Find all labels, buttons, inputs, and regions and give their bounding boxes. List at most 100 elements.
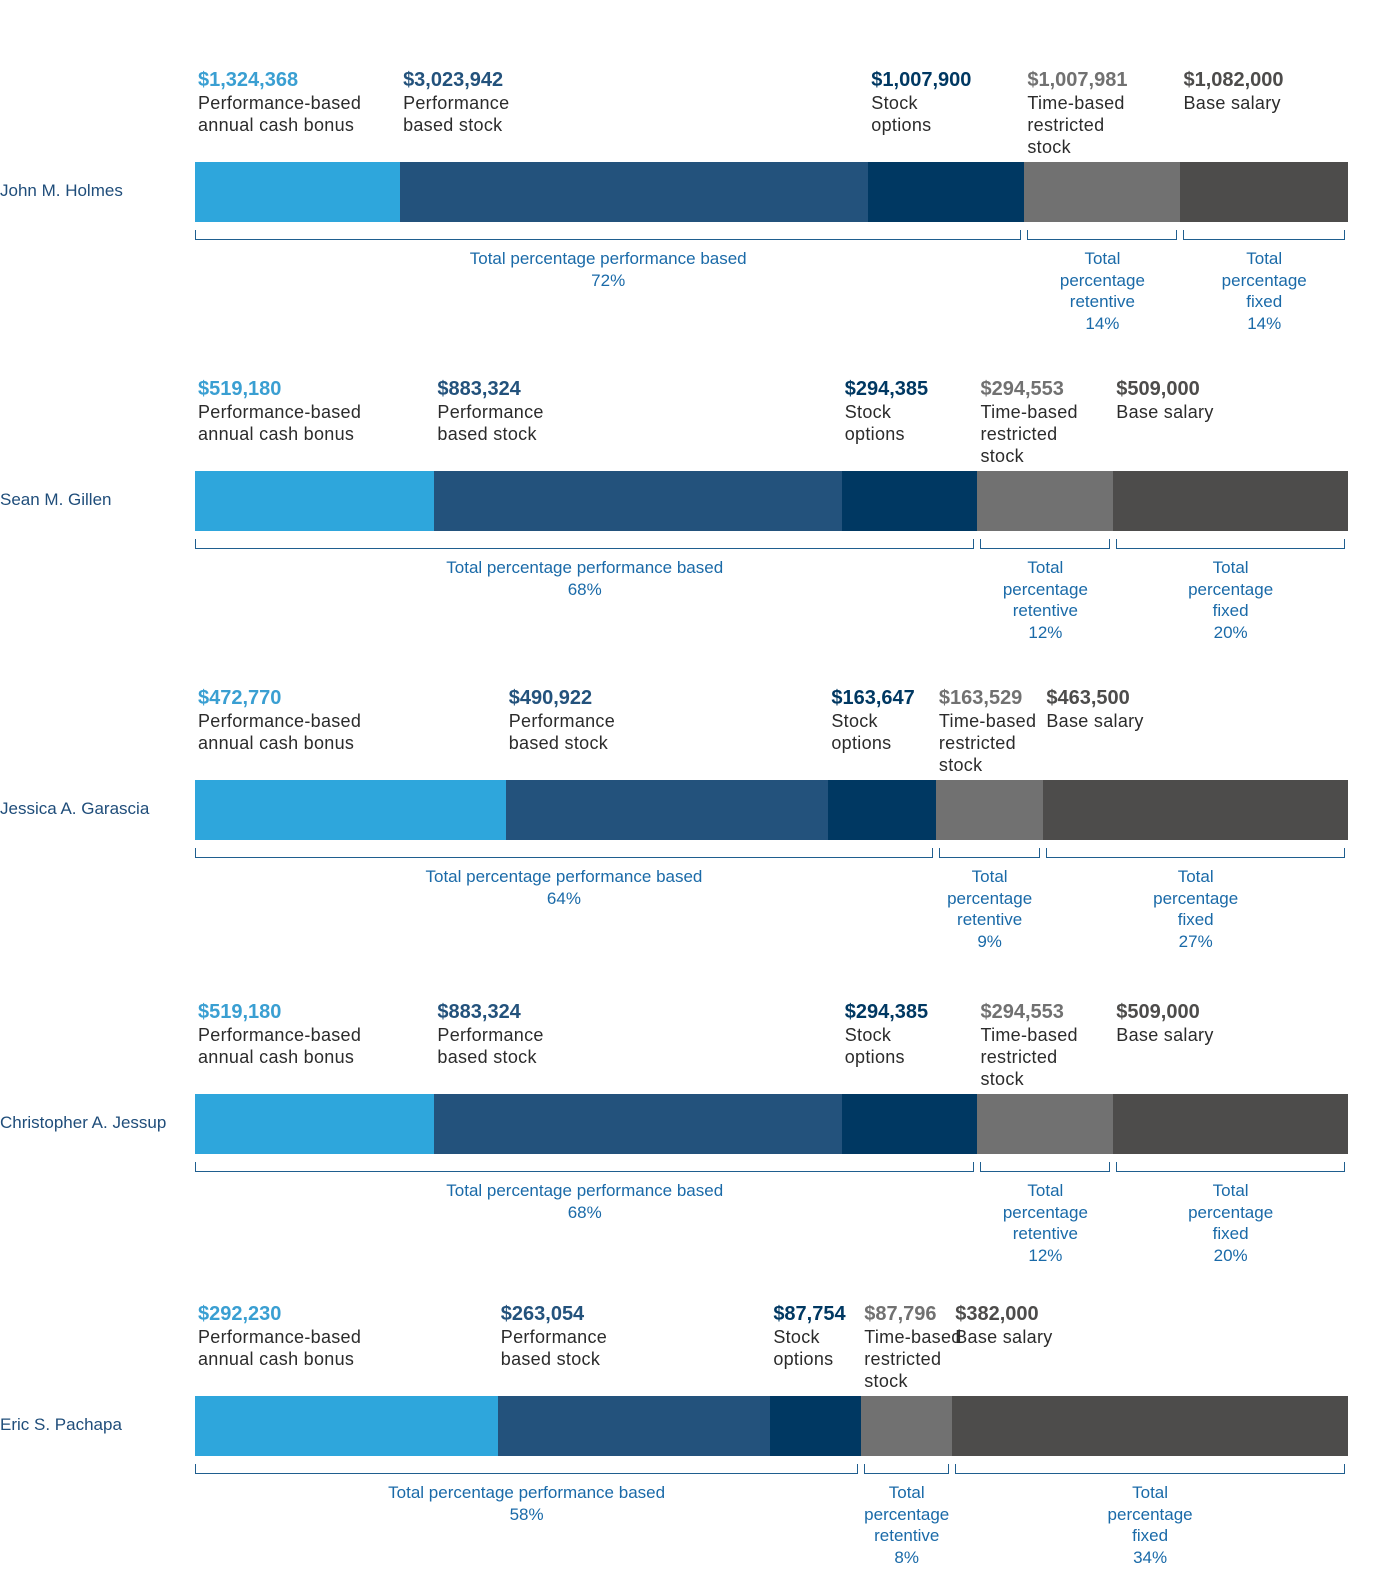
segment-caption: Performance-based annual cash bonus (198, 711, 362, 753)
bar-segment (861, 1396, 953, 1456)
executive-name: Eric S. Pachapa (0, 1415, 122, 1434)
segment-value: $163,529 (938, 687, 1023, 709)
segment-caption: Stock options (871, 93, 932, 135)
segment-value: $3,023,942 (403, 69, 504, 91)
group-label: Total percentage retentive 14% (1059, 249, 1145, 333)
segment-value: $490,922 (508, 687, 593, 709)
segment-value: $472,770 (198, 687, 282, 709)
group-label: Total percentage fixed 14% (1221, 249, 1307, 333)
segment-value: $463,500 (1046, 687, 1130, 709)
bar-segment (1113, 471, 1349, 531)
segment-value: $294,385 (844, 1001, 929, 1023)
group-bracket (195, 1162, 975, 1172)
group-bracket (195, 848, 933, 858)
group-label: Total percentage performance based 72% (469, 249, 747, 290)
segment-caption: Time-based restricted stock (1027, 93, 1125, 157)
bar-segment (868, 162, 1025, 222)
bar-segment (935, 780, 1044, 840)
segment-label: $509,000 Base salary (1116, 377, 1213, 423)
segment-caption: Base salary (955, 1327, 1053, 1347)
segment-value: $292,230 (198, 1303, 282, 1325)
segment-value: $87,754 (773, 1303, 846, 1325)
executive-name: Sean M. Gillen (0, 490, 112, 509)
bar-segment (497, 1396, 771, 1456)
bar-segment (841, 1094, 978, 1154)
group-label: Total percentage fixed 20% (1188, 558, 1274, 642)
segment-caption: Performance-based annual cash bonus (198, 402, 362, 444)
segment-caption: Time-based restricted stock (980, 1025, 1078, 1089)
segment-value: $1,007,981 (1027, 69, 1128, 91)
group-bracket (195, 539, 975, 549)
bar-segment (505, 780, 829, 840)
group-label: Total percentage retentive 9% (947, 867, 1033, 951)
segment-caption: Time-based restricted stock (938, 711, 1037, 775)
segment-caption: Performance-based annual cash bonus (198, 1327, 362, 1369)
group-label: Total percentage performance based 64% (425, 867, 703, 908)
segment-caption: Performance-based annual cash bonus (198, 1025, 362, 1067)
bar-segment (828, 780, 937, 840)
group-bracket (980, 1162, 1111, 1172)
segment-caption: Performance based stock (403, 93, 510, 135)
segment-value: $509,000 (1116, 1001, 1200, 1023)
group-label: Total percentage performance based 68% (446, 1181, 724, 1222)
group-label: Total percentage performance based 68% (446, 558, 724, 599)
segment-label: $519,180 Performance-based annual cash bo… (198, 377, 361, 445)
segment-label: $87,754 Stock options (773, 1302, 845, 1370)
segment-label: $519,180 Performance-based annual cash bo… (198, 1000, 361, 1068)
segment-label: $292,230 Performance-based annual cash bo… (198, 1302, 361, 1370)
group-label: Total percentage retentive 8% (864, 1483, 950, 1567)
segment-value: $1,007,900 (871, 69, 972, 91)
segment-value: $883,324 (437, 378, 521, 400)
segment-label: $1,082,000 Base salary (1183, 68, 1283, 114)
group-bracket (1116, 1162, 1345, 1172)
bar-segment (1113, 1094, 1349, 1154)
segment-label: $883,324 Performance based stock (437, 1000, 543, 1068)
group-label: Total percentage retentive 12% (1002, 1181, 1088, 1265)
bar-segment (434, 1094, 843, 1154)
segment-caption: Time-based restricted stock (980, 402, 1078, 466)
segment-label: $472,770 Performance-based annual cash bo… (198, 686, 361, 754)
segment-label: $509,000 Base salary (1116, 1000, 1213, 1046)
bar-segment (770, 1396, 862, 1456)
bar-segment (195, 780, 507, 840)
group-bracket (1116, 539, 1345, 549)
segment-caption: Base salary (1046, 711, 1144, 731)
segment-caption: Base salary (1183, 93, 1281, 113)
segment-label: $1,007,900 Stock options (871, 68, 971, 136)
segment-value: $163,647 (831, 687, 915, 709)
bar-segment (195, 162, 401, 222)
bar-segment (841, 471, 978, 531)
segment-label: $1,007,981 Time-based restricted stock (1027, 68, 1127, 158)
segment-caption: Stock options (844, 1025, 905, 1067)
group-bracket (1027, 230, 1178, 240)
segment-caption: Stock options (773, 1327, 834, 1369)
segment-label: $1,324,368 Performance-based annual cash … (198, 68, 361, 136)
segment-value: $509,000 (1116, 378, 1200, 400)
group-bracket (864, 1464, 950, 1474)
segment-label: $294,385 Stock options (845, 1000, 928, 1068)
group-label: Total percentage fixed 34% (1107, 1483, 1193, 1567)
segment-label: $490,922 Performance based stock (509, 686, 615, 754)
segment-value: $294,553 (980, 378, 1064, 400)
group-label: Total percentage fixed 27% (1153, 867, 1239, 951)
segment-caption: Time-based restricted stock (864, 1327, 962, 1391)
segment-label: $294,553 Time-based restricted stock (980, 377, 1077, 467)
segment-label: $3,023,942 Performance based stock (403, 68, 509, 136)
segment-label: $163,647 Stock options (831, 686, 914, 754)
group-bracket (1183, 230, 1345, 240)
bar-segment (1043, 780, 1349, 840)
bar-segment (1024, 162, 1181, 222)
segment-value: $1,324,368 (198, 69, 299, 91)
executive-name: John M. Holmes (0, 181, 123, 200)
segment-caption: Performance based stock (508, 711, 616, 753)
bar-segment (1180, 162, 1349, 222)
segment-value: $382,000 (955, 1303, 1039, 1325)
group-label: Total percentage fixed 20% (1188, 1181, 1274, 1265)
segment-value: $87,796 (864, 1303, 937, 1325)
segment-value: $883,324 (437, 1001, 521, 1023)
segment-label: $294,553 Time-based restricted stock (980, 1000, 1077, 1090)
group-bracket (955, 1464, 1345, 1474)
segment-value: $263,054 (500, 1303, 585, 1325)
group-bracket (195, 1464, 859, 1474)
